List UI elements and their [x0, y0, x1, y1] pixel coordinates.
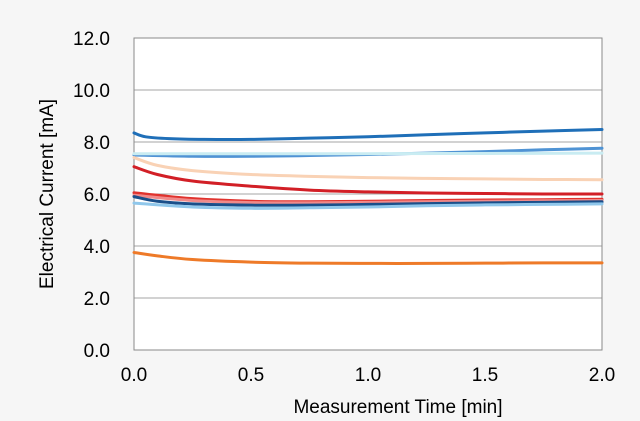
y-tick-label: 8.0	[84, 133, 110, 154]
y-tick-label: 2.0	[84, 289, 110, 310]
series-line-4	[132, 156, 604, 182]
y-tick-label: 12.0	[73, 29, 110, 50]
x-axis-title: Measurement Time [min]	[293, 397, 502, 418]
x-tick-label: 0.0	[121, 365, 147, 386]
series-line-9	[132, 201, 604, 210]
y-tick-label: 0.0	[84, 341, 110, 362]
y-axis-title: Electrical Current [mA]	[37, 99, 58, 289]
series-line-3	[132, 151, 604, 156]
x-tick-label: 2.0	[589, 365, 615, 386]
series-line-5	[132, 165, 604, 196]
x-tick-label: 1.0	[355, 365, 381, 386]
series-line-8	[132, 195, 604, 207]
x-tick-label: 1.5	[472, 365, 498, 386]
x-tick-labels: 0.0 0.5 1.0 1.5 2.0	[121, 365, 615, 386]
x-tick-label: 0.5	[238, 365, 264, 386]
series-line-1	[132, 128, 604, 142]
y-tick-labels: 0.0 2.0 4.0 6.0 8.0 10.0 12.0	[73, 29, 110, 362]
series-line-7	[132, 193, 604, 205]
series-line-10	[132, 251, 604, 265]
y-tick-label: 4.0	[84, 237, 110, 258]
y-tick-label: 6.0	[84, 185, 110, 206]
series-group	[132, 128, 604, 265]
y-tick-label: 10.0	[73, 81, 110, 102]
